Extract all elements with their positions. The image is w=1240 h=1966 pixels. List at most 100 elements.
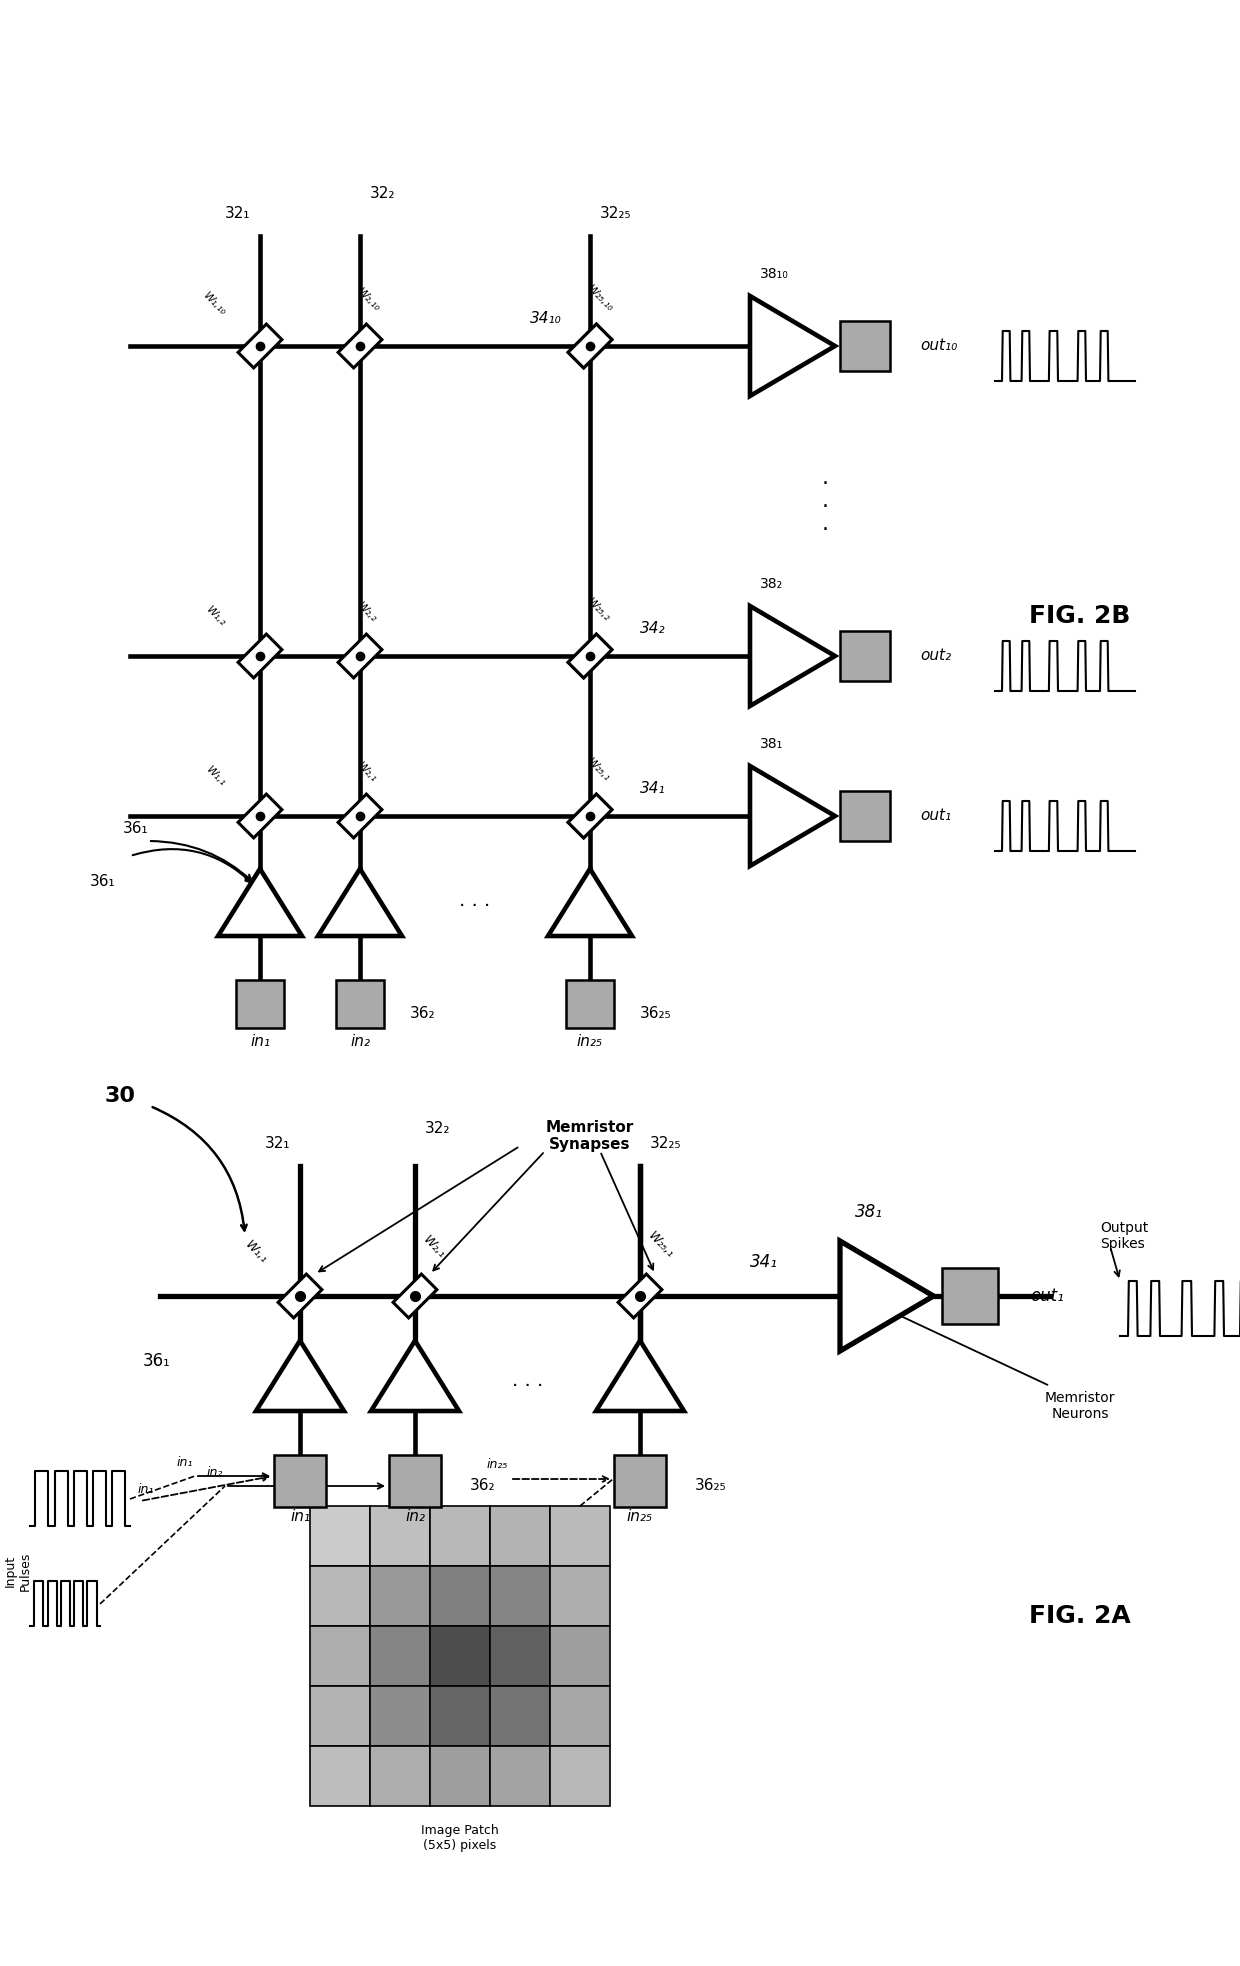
Text: W₂,₁: W₂,₁ (355, 761, 378, 784)
Text: in₁: in₁ (290, 1510, 310, 1524)
Bar (551, 1626, 610, 1687)
Text: Memristor
Synapses: Memristor Synapses (546, 1121, 634, 1152)
Text: in₁: in₁ (138, 1482, 154, 1496)
Text: Memristor
Neurons: Memristor Neurons (1045, 1390, 1115, 1421)
Text: W₁,₂: W₁,₂ (205, 604, 228, 627)
Bar (370, 1746, 430, 1807)
Text: out₁: out₁ (920, 808, 951, 824)
Polygon shape (839, 1241, 934, 1351)
Bar (490, 1567, 551, 1626)
Text: in₂: in₂ (207, 1467, 223, 1478)
Text: 36₁: 36₁ (123, 822, 148, 836)
Text: W₂,₂: W₂,₂ (355, 600, 378, 623)
Text: 36₁: 36₁ (89, 873, 115, 889)
Polygon shape (618, 1274, 662, 1317)
Bar (310, 1687, 370, 1746)
Text: 36₂₅: 36₂₅ (640, 1007, 672, 1022)
Bar (370, 1626, 430, 1687)
Polygon shape (339, 794, 382, 838)
Polygon shape (596, 1341, 684, 1412)
Text: 34₁: 34₁ (750, 1252, 777, 1270)
Bar (370, 1567, 430, 1626)
Text: in₂: in₂ (405, 1510, 425, 1524)
Text: 30: 30 (104, 1085, 135, 1107)
Polygon shape (339, 635, 382, 678)
Bar (565, 979, 614, 1028)
Polygon shape (568, 794, 611, 838)
Text: 38₂: 38₂ (760, 576, 784, 592)
Bar (310, 1567, 370, 1626)
Bar (389, 1455, 441, 1508)
Text: out₁₀: out₁₀ (920, 338, 957, 354)
Text: W₂₅,₁₀: W₂₅,₁₀ (585, 283, 615, 315)
Text: W₂,₁₀: W₂,₁₀ (355, 287, 382, 315)
Text: 38₁₀: 38₁₀ (760, 267, 789, 281)
Text: Output
Spikes: Output Spikes (1100, 1221, 1148, 1250)
Bar (839, 320, 890, 372)
Text: .
.
.: . . . (821, 468, 828, 535)
Polygon shape (568, 635, 611, 678)
Text: W₂₅,₁: W₂₅,₁ (585, 757, 611, 784)
Polygon shape (339, 324, 382, 368)
Bar (490, 1506, 551, 1567)
Polygon shape (548, 869, 632, 936)
Polygon shape (238, 324, 281, 368)
Bar (370, 1506, 430, 1567)
Polygon shape (238, 794, 281, 838)
Text: out₁: out₁ (1030, 1288, 1064, 1305)
Text: 34₁: 34₁ (640, 781, 666, 796)
Text: 38₁: 38₁ (856, 1203, 883, 1221)
Bar (430, 1567, 490, 1626)
Bar (236, 979, 284, 1028)
Text: W₁,₁: W₁,₁ (242, 1239, 270, 1266)
Bar (274, 1455, 326, 1508)
Polygon shape (568, 794, 611, 838)
Polygon shape (238, 635, 281, 678)
Polygon shape (750, 297, 835, 395)
Text: 36₂: 36₂ (470, 1478, 496, 1494)
Bar (490, 1626, 551, 1687)
Bar (430, 1506, 490, 1567)
Bar (490, 1687, 551, 1746)
Text: 34₁₀: 34₁₀ (529, 311, 562, 326)
Bar (310, 1626, 370, 1687)
Text: 36₂₅: 36₂₅ (694, 1478, 727, 1494)
Text: 32₂: 32₂ (370, 187, 396, 201)
Polygon shape (568, 324, 611, 368)
Polygon shape (371, 1341, 459, 1412)
Bar (430, 1626, 490, 1687)
Bar (551, 1506, 610, 1567)
Bar (310, 1506, 370, 1567)
Text: in₂₅: in₂₅ (577, 1034, 603, 1050)
Text: 36₁: 36₁ (143, 1353, 170, 1370)
Text: in₂₅: in₂₅ (486, 1459, 508, 1471)
Bar (839, 790, 890, 841)
Polygon shape (255, 1341, 343, 1412)
Bar (551, 1687, 610, 1746)
Text: 34₂: 34₂ (640, 621, 666, 635)
Text: . . .: . . . (459, 891, 491, 910)
Text: . . .: . . . (512, 1372, 543, 1390)
Text: W₁,₁: W₁,₁ (205, 765, 228, 788)
Bar (430, 1746, 490, 1807)
Text: 32₂₅: 32₂₅ (600, 206, 631, 220)
Text: W₂,₁: W₂,₁ (420, 1233, 448, 1260)
Text: in₁: in₁ (250, 1034, 270, 1050)
Text: W₂₅,₂: W₂₅,₂ (585, 598, 611, 623)
Bar (614, 1455, 666, 1508)
Polygon shape (750, 767, 835, 865)
Text: in₂₅: in₂₅ (627, 1510, 653, 1524)
Text: in₂: in₂ (350, 1034, 370, 1050)
Polygon shape (568, 324, 611, 368)
Bar (551, 1746, 610, 1807)
Text: 38₁: 38₁ (760, 737, 784, 751)
Text: FIG. 2A: FIG. 2A (1029, 1604, 1131, 1628)
Bar (430, 1687, 490, 1746)
Bar (370, 1687, 430, 1746)
Text: in₁: in₁ (176, 1457, 193, 1469)
Text: 32₂₅: 32₂₅ (650, 1136, 682, 1150)
Polygon shape (317, 869, 402, 936)
Bar (310, 1746, 370, 1807)
Text: 32₁: 32₁ (264, 1136, 290, 1150)
Bar (839, 631, 890, 680)
